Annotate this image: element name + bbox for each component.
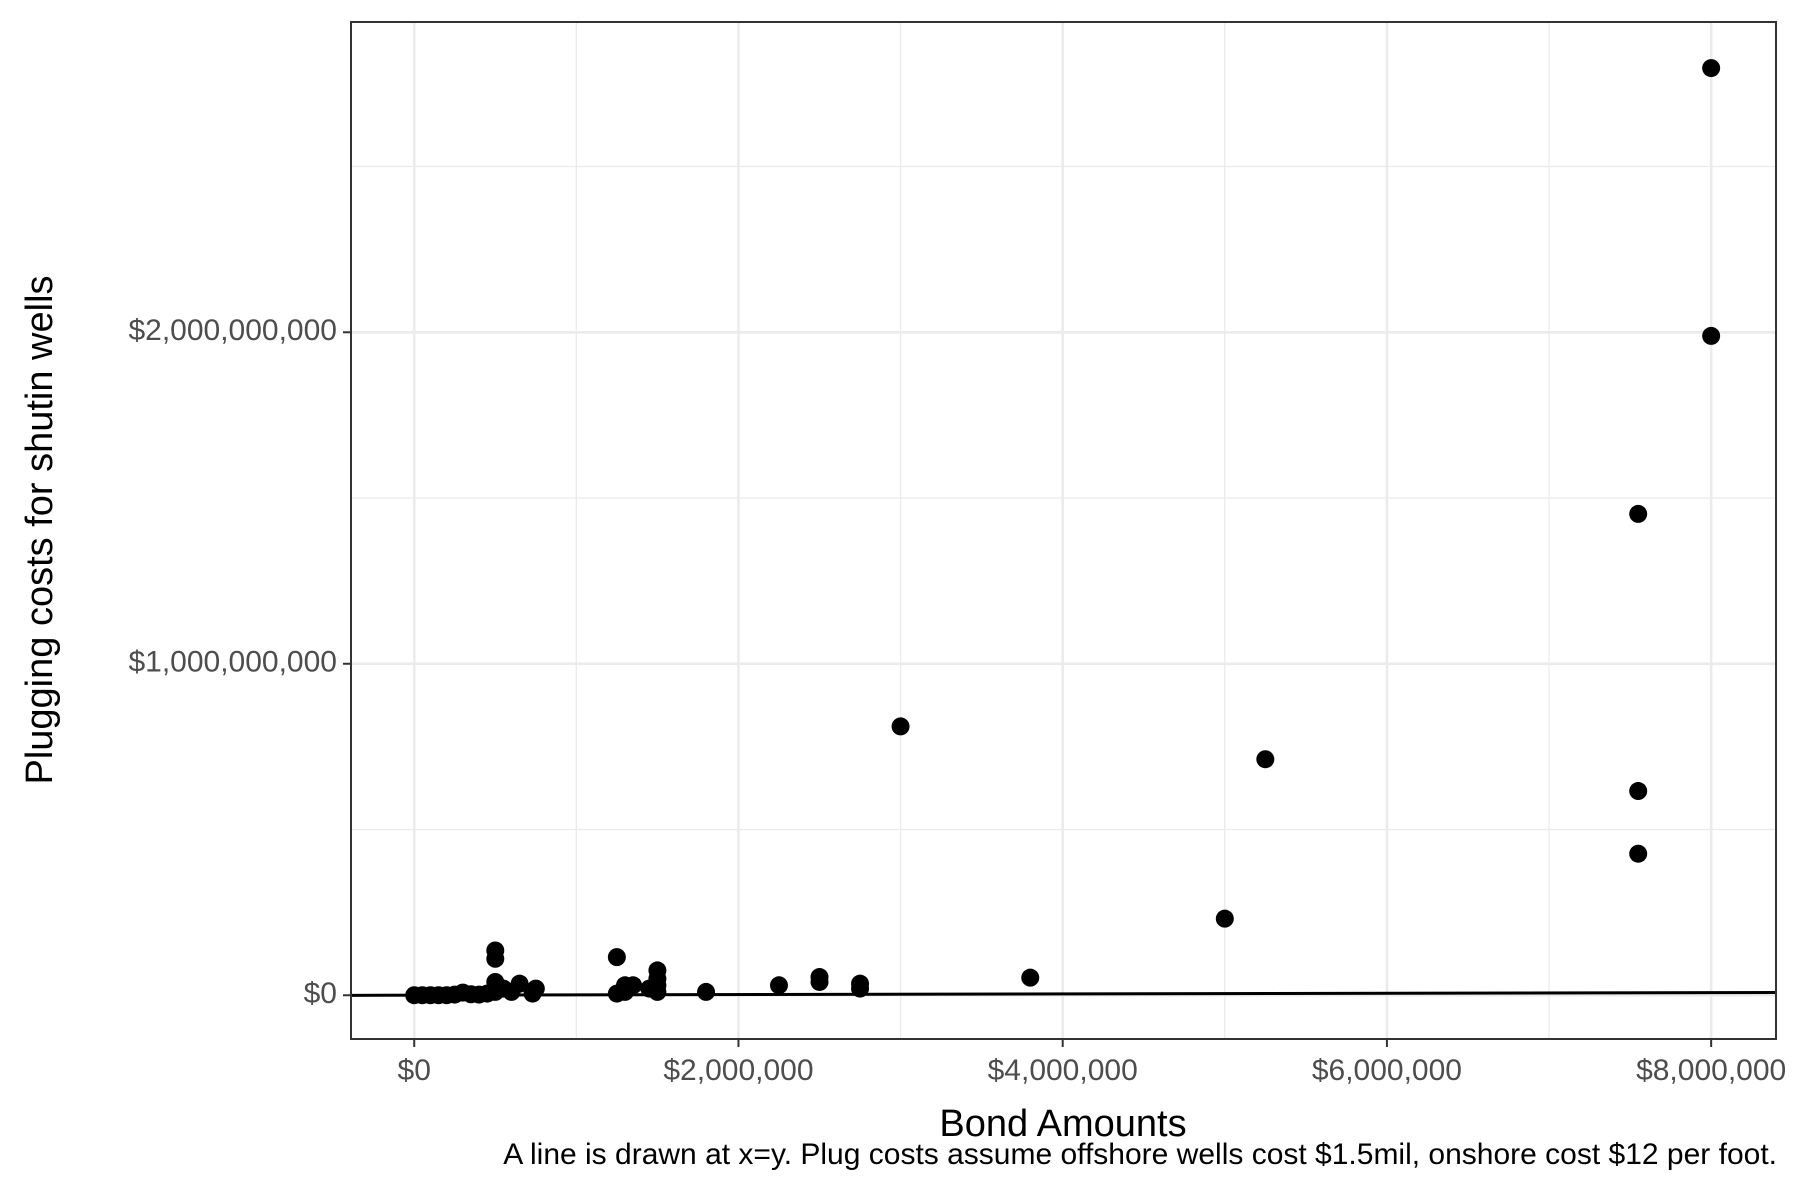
point	[640, 979, 659, 998]
point	[1702, 59, 1721, 78]
plot-border	[350, 21, 1777, 1040]
x-tick-label: $8,000,000	[1636, 1054, 1786, 1087]
point	[486, 949, 505, 968]
y-tick-label: $2,000,000,000	[128, 314, 337, 347]
x-tick-label: $4,000,000	[988, 1054, 1138, 1087]
point	[1021, 968, 1040, 987]
x-tick-label: $2,000,000	[663, 1054, 813, 1087]
point	[1629, 782, 1648, 801]
point	[697, 982, 716, 1001]
point	[1702, 326, 1721, 345]
x-tick-label: $6,000,000	[1312, 1054, 1462, 1087]
point	[891, 717, 910, 736]
y-tick-label: $0	[304, 977, 337, 1010]
point	[810, 972, 829, 991]
identity-line	[350, 990, 1777, 997]
point	[1629, 504, 1648, 523]
point	[1256, 750, 1275, 769]
point	[1629, 844, 1648, 863]
point	[615, 982, 634, 1001]
x-tick-label: $0	[398, 1054, 431, 1087]
caption: A line is drawn at x=y. Plug costs assum…	[503, 1138, 1777, 1171]
point	[494, 979, 513, 998]
y-tick-label: $1,000,000,000	[128, 646, 337, 679]
x-axis-title: Bond Amounts	[939, 1103, 1186, 1145]
point	[769, 976, 788, 995]
point	[851, 974, 870, 993]
y-axis-title: Plugging costs for shutin wells	[19, 275, 61, 784]
point	[1215, 909, 1234, 928]
point	[607, 948, 626, 967]
